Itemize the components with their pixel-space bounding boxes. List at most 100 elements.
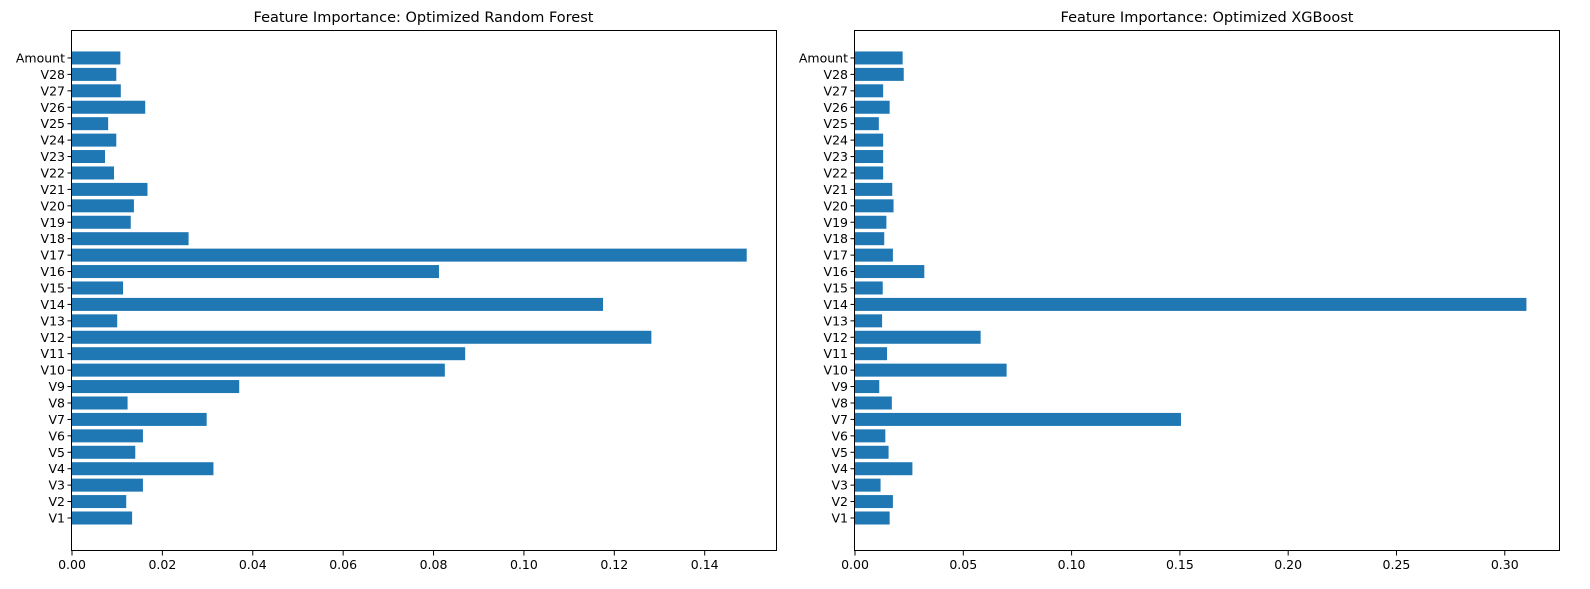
xgboost-y-tick-label: V17 xyxy=(824,248,848,263)
random-forest-bar-v7 xyxy=(72,412,207,426)
random-forest-x-tick-label: 0.06 xyxy=(329,557,357,572)
xgboost-y-tick-label: V14 xyxy=(824,297,849,312)
xgboost-x-tick-label: 0.15 xyxy=(1166,557,1194,572)
xgboost-bar-v27 xyxy=(855,84,884,98)
xgboost-panel: Feature Importance: Optimized XGBoost V1… xyxy=(799,10,1560,572)
xgboost-y-tick-label: V25 xyxy=(824,116,848,131)
random-forest-y-tick-label: V6 xyxy=(48,428,65,443)
random-forest-x-tick-label: 0.00 xyxy=(58,557,86,572)
random-forest-y-tick-label: V11 xyxy=(41,346,65,361)
xgboost-bar-v22 xyxy=(855,166,884,180)
random-forest-bar-v13 xyxy=(72,314,118,328)
random-forest-y-tick-label: V21 xyxy=(41,182,65,197)
xgboost-y-tick-label: V27 xyxy=(824,83,848,98)
random-forest-bar-v9 xyxy=(72,380,240,394)
random-forest-y-tick-label: V13 xyxy=(41,313,65,328)
random-forest-y-tick-label: V10 xyxy=(41,363,66,378)
random-forest-plot-frame xyxy=(71,30,777,551)
xgboost-y-tick-label: V15 xyxy=(824,280,848,295)
xgboost-x-tick-label: 0.05 xyxy=(949,557,977,572)
random-forest-y-tick-label: V19 xyxy=(41,215,66,230)
random-forest-y-tick-label: V3 xyxy=(48,478,65,493)
xgboost-bar-v19 xyxy=(855,215,887,229)
random-forest-x-axis: 0.00 0.02 0.04 0.06 0.08 0.10 0.12 0.14 xyxy=(58,551,719,572)
xgboost-bars xyxy=(855,51,1527,525)
xgboost-bar-v17 xyxy=(855,248,893,262)
random-forest-y-axis: V1V2V3V4V5V6V7V8V9V10V11V12V13V14V15V16V… xyxy=(16,50,72,526)
xgboost-bar-v8 xyxy=(855,396,892,410)
random-forest-y-tick-label: V27 xyxy=(41,83,65,98)
random-forest-y-tick-label: V5 xyxy=(48,445,65,460)
xgboost-y-tick-label: V18 xyxy=(824,231,849,246)
xgboost-bar-v10 xyxy=(855,363,1007,377)
xgboost-bar-v1 xyxy=(855,511,890,525)
xgboost-bar-v6 xyxy=(855,429,886,443)
xgboost-y-tick-label: V9 xyxy=(831,379,848,394)
xgboost-title: Feature Importance: Optimized XGBoost xyxy=(1061,10,1354,26)
xgboost-y-tick-label: V20 xyxy=(824,198,849,213)
xgboost-bar-amount xyxy=(855,51,903,65)
xgboost-y-tick-label: V19 xyxy=(824,215,849,230)
xgboost-y-tick-label: V2 xyxy=(831,494,848,509)
random-forest-bar-v22 xyxy=(72,166,115,180)
xgboost-bar-v18 xyxy=(855,232,885,246)
xgboost-y-tick-label: V7 xyxy=(831,412,848,427)
xgboost-y-tick-label: V5 xyxy=(831,445,848,460)
random-forest-bar-amount xyxy=(72,51,121,65)
xgboost-x-tick-label: 0.20 xyxy=(1274,557,1302,572)
xgboost-x-tick-label: 0.25 xyxy=(1383,557,1411,572)
random-forest-bar-v2 xyxy=(72,495,127,509)
xgboost-bar-v24 xyxy=(855,133,884,147)
random-forest-y-tick-label: V23 xyxy=(41,149,65,164)
xgboost-y-tick-label: V4 xyxy=(831,461,848,476)
random-forest-x-tick-label: 0.02 xyxy=(148,557,176,572)
xgboost-y-tick-label: V21 xyxy=(824,182,848,197)
random-forest-bar-v5 xyxy=(72,445,136,459)
random-forest-bar-v3 xyxy=(72,478,143,492)
xgboost-x-tick-label: 0.30 xyxy=(1491,557,1519,572)
random-forest-y-tick-label: V25 xyxy=(41,116,65,131)
random-forest-x-tick-label: 0.12 xyxy=(600,557,628,572)
random-forest-bar-v18 xyxy=(72,232,189,246)
xgboost-y-tick-label: V13 xyxy=(824,313,848,328)
random-forest-bar-v26 xyxy=(72,100,146,114)
random-forest-y-tick-label: V28 xyxy=(41,67,66,82)
random-forest-bar-v10 xyxy=(72,363,445,377)
xgboost-bar-v15 xyxy=(855,281,883,295)
xgboost-bar-v20 xyxy=(855,199,894,213)
xgboost-bar-v12 xyxy=(855,330,981,344)
random-forest-bar-v6 xyxy=(72,429,143,443)
random-forest-bar-v28 xyxy=(72,67,117,81)
random-forest-y-tick-label: V22 xyxy=(41,165,65,180)
xgboost-y-tick-label: V26 xyxy=(824,100,849,115)
random-forest-x-tick-label: 0.10 xyxy=(510,557,538,572)
xgboost-bar-v5 xyxy=(855,445,889,459)
random-forest-y-tick-label: V12 xyxy=(41,330,65,345)
random-forest-y-tick-label: V24 xyxy=(41,133,66,148)
xgboost-bar-v16 xyxy=(855,265,925,279)
random-forest-bar-v11 xyxy=(72,347,466,361)
random-forest-y-tick-label: V26 xyxy=(41,100,66,115)
random-forest-y-tick-label: V16 xyxy=(41,264,66,279)
random-forest-y-tick-label: V1 xyxy=(48,511,65,526)
xgboost-bar-v23 xyxy=(855,150,884,164)
random-forest-x-tick-label: 0.08 xyxy=(420,557,448,572)
xgboost-bar-v4 xyxy=(855,462,913,476)
random-forest-y-tick-label: V8 xyxy=(48,395,65,410)
random-forest-bar-v4 xyxy=(72,462,214,476)
xgboost-y-tick-label: V22 xyxy=(824,165,848,180)
random-forest-bar-v17 xyxy=(72,248,747,262)
xgboost-y-tick-label: V6 xyxy=(831,428,848,443)
xgboost-y-tick-label: V10 xyxy=(824,363,849,378)
xgboost-y-tick-label: V12 xyxy=(824,330,848,345)
xgboost-x-tick-label: 0.10 xyxy=(1058,557,1086,572)
random-forest-bar-v8 xyxy=(72,396,128,410)
xgboost-y-tick-label: V8 xyxy=(831,395,848,410)
xgboost-bar-v13 xyxy=(855,314,883,328)
xgboost-y-tick-label: V28 xyxy=(824,67,849,82)
random-forest-bars xyxy=(72,51,747,525)
xgboost-y-tick-label: V1 xyxy=(831,511,848,526)
xgboost-y-axis: V1V2V3V4V5V6V7V8V9V10V11V12V13V14V15V16V… xyxy=(799,50,855,526)
